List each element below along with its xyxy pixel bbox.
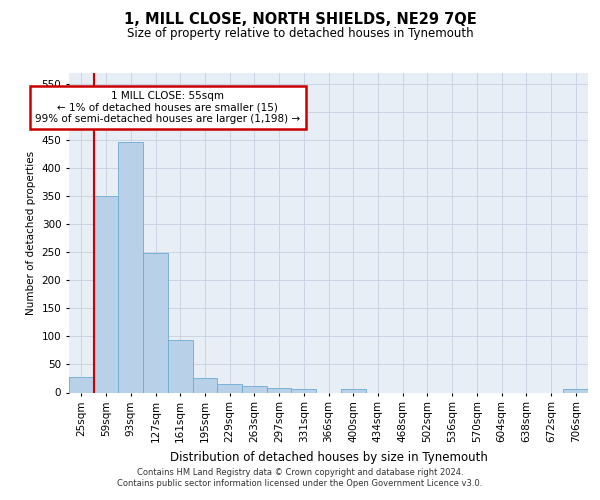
Bar: [193, 378, 217, 392]
Bar: [217, 384, 242, 392]
Bar: [69, 378, 94, 392]
Text: 1 MILL CLOSE: 55sqm
← 1% of detached houses are smaller (15)
99% of semi-detache: 1 MILL CLOSE: 55sqm ← 1% of detached hou…: [35, 91, 301, 124]
X-axis label: Distribution of detached houses by size in Tynemouth: Distribution of detached houses by size …: [170, 450, 487, 464]
Bar: [94, 196, 118, 392]
Bar: [168, 340, 193, 392]
Bar: [143, 254, 168, 392]
Bar: [341, 389, 365, 392]
Text: Size of property relative to detached houses in Tynemouth: Size of property relative to detached ho…: [127, 28, 473, 40]
Bar: [563, 389, 588, 392]
Bar: [118, 142, 143, 392]
Bar: [267, 388, 292, 392]
Bar: [242, 386, 267, 392]
Bar: [292, 388, 316, 392]
Text: 1, MILL CLOSE, NORTH SHIELDS, NE29 7QE: 1, MILL CLOSE, NORTH SHIELDS, NE29 7QE: [124, 12, 476, 28]
Y-axis label: Number of detached properties: Number of detached properties: [26, 150, 36, 314]
Text: Contains HM Land Registry data © Crown copyright and database right 2024.
Contai: Contains HM Land Registry data © Crown c…: [118, 468, 482, 487]
